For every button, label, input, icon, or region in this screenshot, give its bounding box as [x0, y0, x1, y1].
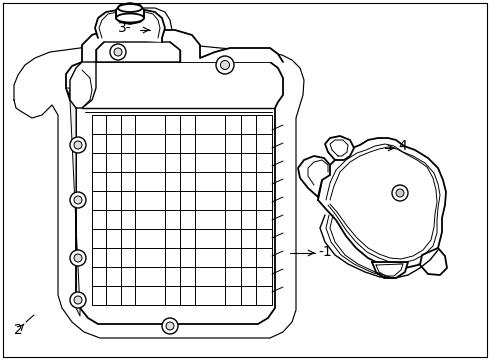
- Circle shape: [74, 296, 82, 304]
- Polygon shape: [420, 248, 447, 275]
- Text: 4: 4: [398, 139, 407, 153]
- Polygon shape: [82, 30, 283, 62]
- Polygon shape: [298, 156, 330, 197]
- Circle shape: [166, 322, 174, 330]
- Circle shape: [70, 292, 86, 308]
- Text: 2: 2: [14, 323, 23, 337]
- Circle shape: [74, 141, 82, 149]
- Ellipse shape: [116, 14, 144, 23]
- Circle shape: [162, 318, 178, 334]
- Polygon shape: [70, 62, 96, 108]
- Polygon shape: [96, 42, 180, 62]
- Circle shape: [70, 192, 86, 208]
- Circle shape: [74, 196, 82, 204]
- Text: 3-: 3-: [119, 21, 132, 35]
- Circle shape: [70, 250, 86, 266]
- Polygon shape: [372, 262, 408, 278]
- Circle shape: [114, 48, 122, 56]
- Circle shape: [220, 60, 229, 69]
- Circle shape: [392, 185, 408, 201]
- Polygon shape: [66, 62, 283, 324]
- Circle shape: [396, 189, 404, 197]
- Polygon shape: [116, 3, 144, 24]
- Text: -1: -1: [318, 245, 332, 259]
- Ellipse shape: [118, 4, 142, 12]
- Circle shape: [110, 44, 126, 60]
- Polygon shape: [95, 10, 165, 42]
- Circle shape: [70, 137, 86, 153]
- Polygon shape: [318, 138, 446, 268]
- Polygon shape: [14, 8, 304, 338]
- Polygon shape: [325, 136, 354, 160]
- Polygon shape: [66, 88, 80, 316]
- Circle shape: [74, 254, 82, 262]
- Circle shape: [216, 56, 234, 74]
